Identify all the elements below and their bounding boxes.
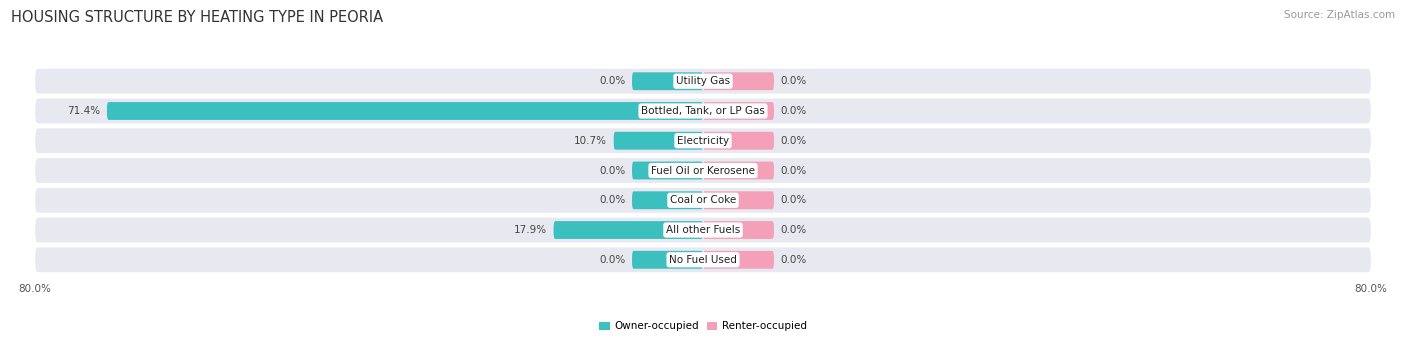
Text: 0.0%: 0.0% (780, 225, 807, 235)
FancyBboxPatch shape (703, 102, 773, 120)
Text: 17.9%: 17.9% (513, 225, 547, 235)
FancyBboxPatch shape (703, 162, 773, 179)
Text: 0.0%: 0.0% (780, 106, 807, 116)
FancyBboxPatch shape (703, 132, 773, 150)
Text: 0.0%: 0.0% (780, 255, 807, 265)
Text: Bottled, Tank, or LP Gas: Bottled, Tank, or LP Gas (641, 106, 765, 116)
Text: 10.7%: 10.7% (574, 136, 607, 146)
Text: Electricity: Electricity (676, 136, 730, 146)
Legend: Owner-occupied, Renter-occupied: Owner-occupied, Renter-occupied (595, 317, 811, 336)
FancyBboxPatch shape (613, 132, 703, 150)
Text: 0.0%: 0.0% (599, 76, 626, 86)
Text: Source: ZipAtlas.com: Source: ZipAtlas.com (1284, 10, 1395, 20)
FancyBboxPatch shape (633, 72, 703, 90)
FancyBboxPatch shape (633, 251, 703, 269)
Text: Coal or Coke: Coal or Coke (669, 195, 737, 205)
Text: 0.0%: 0.0% (780, 76, 807, 86)
FancyBboxPatch shape (633, 162, 703, 179)
Text: 0.0%: 0.0% (599, 195, 626, 205)
FancyBboxPatch shape (633, 191, 703, 209)
Text: Utility Gas: Utility Gas (676, 76, 730, 86)
Text: 0.0%: 0.0% (780, 165, 807, 176)
FancyBboxPatch shape (107, 102, 703, 120)
Text: 0.0%: 0.0% (599, 165, 626, 176)
FancyBboxPatch shape (554, 221, 703, 239)
Text: 0.0%: 0.0% (780, 195, 807, 205)
FancyBboxPatch shape (35, 188, 1371, 213)
FancyBboxPatch shape (703, 72, 773, 90)
FancyBboxPatch shape (703, 191, 773, 209)
FancyBboxPatch shape (35, 247, 1371, 272)
Text: Fuel Oil or Kerosene: Fuel Oil or Kerosene (651, 165, 755, 176)
FancyBboxPatch shape (35, 158, 1371, 183)
FancyBboxPatch shape (703, 251, 773, 269)
Text: HOUSING STRUCTURE BY HEATING TYPE IN PEORIA: HOUSING STRUCTURE BY HEATING TYPE IN PEO… (11, 10, 384, 25)
Text: 0.0%: 0.0% (599, 255, 626, 265)
Text: 71.4%: 71.4% (67, 106, 100, 116)
Text: 0.0%: 0.0% (780, 136, 807, 146)
FancyBboxPatch shape (35, 99, 1371, 123)
FancyBboxPatch shape (35, 218, 1371, 242)
FancyBboxPatch shape (703, 221, 773, 239)
Text: All other Fuels: All other Fuels (666, 225, 740, 235)
Text: No Fuel Used: No Fuel Used (669, 255, 737, 265)
FancyBboxPatch shape (35, 128, 1371, 153)
FancyBboxPatch shape (35, 69, 1371, 94)
